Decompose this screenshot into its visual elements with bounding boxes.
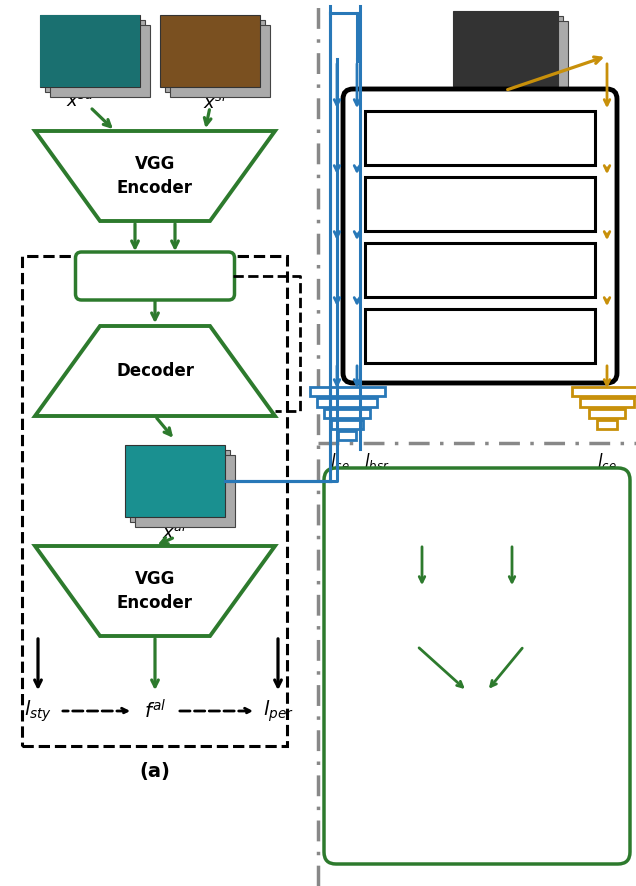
Text: $l_{ce}$: $l_{ce}$ xyxy=(330,451,350,472)
Bar xyxy=(338,431,356,439)
Text: (c): (c) xyxy=(593,476,621,494)
Bar xyxy=(365,243,595,297)
Text: Encoder: Encoder xyxy=(117,594,193,612)
Text: Decoder: Decoder xyxy=(116,362,194,380)
FancyBboxPatch shape xyxy=(343,89,617,383)
Text: $l_{ce}$: $l_{ce}$ xyxy=(597,451,617,472)
Text: $l_{per}$: $l_{per}$ xyxy=(263,698,293,724)
Text: block2: block2 xyxy=(449,195,511,213)
Text: $x^{su}$: $x^{su}$ xyxy=(66,92,94,110)
Bar xyxy=(22,256,287,746)
Bar xyxy=(324,408,370,417)
Bar xyxy=(310,386,385,395)
Bar xyxy=(130,450,230,522)
Bar xyxy=(160,15,260,87)
Bar xyxy=(40,15,140,87)
Text: $l_{sty}$: $l_{sty}$ xyxy=(24,698,52,724)
Bar xyxy=(317,398,377,407)
Text: $x^{t}$: $x^{t}$ xyxy=(501,90,520,111)
Bar xyxy=(365,309,595,363)
Bar xyxy=(457,15,562,90)
Text: $l_{bsr}$: $l_{bsr}$ xyxy=(364,451,390,472)
Text: $x^{sl}$: $x^{sl}$ xyxy=(203,92,227,113)
Text: $x^{al}$: $x^{al}$ xyxy=(162,522,188,543)
Text: block4: block4 xyxy=(449,327,511,345)
Bar xyxy=(331,419,363,429)
Text: block1: block1 xyxy=(449,129,511,147)
Bar xyxy=(589,408,625,417)
Text: $f^{su}$: $f^{su}$ xyxy=(410,517,434,535)
Text: VGG: VGG xyxy=(135,570,175,588)
Text: $f^{sl}$: $f^{sl}$ xyxy=(502,516,522,537)
Text: $f^{al}$: $f^{al}$ xyxy=(144,699,166,723)
Bar xyxy=(580,398,633,407)
Bar xyxy=(135,455,235,527)
Text: (a): (a) xyxy=(139,761,170,781)
Bar xyxy=(40,15,140,87)
Bar xyxy=(125,445,225,517)
Bar xyxy=(462,20,567,96)
Bar xyxy=(572,386,636,395)
Text: $(\mu_{f^{su}},\sigma_{f^{su}})$: $(\mu_{f^{su}},\sigma_{f^{su}})$ xyxy=(490,596,558,616)
FancyBboxPatch shape xyxy=(76,252,235,300)
Text: VGG: VGG xyxy=(135,155,175,173)
Bar xyxy=(170,25,270,97)
Text: Encoder: Encoder xyxy=(117,179,193,197)
Bar xyxy=(365,111,595,165)
FancyBboxPatch shape xyxy=(324,468,630,864)
Text: (b): (b) xyxy=(333,476,362,494)
Bar xyxy=(165,20,265,92)
Bar xyxy=(452,11,558,86)
Text: block3: block3 xyxy=(449,261,511,279)
Text: AdaIN: AdaIN xyxy=(445,829,509,849)
Bar xyxy=(365,177,595,231)
Text: AdaIN: AdaIN xyxy=(125,267,185,285)
Text: $\frac{f^{sl}-\mu_{f^{sl}}}{\sigma_{f^{sl}}}$: $\frac{f^{sl}-\mu_{f^{sl}}}{\sigma_{f^{s… xyxy=(395,595,439,627)
Bar xyxy=(45,20,145,92)
Text: $\sigma_{f^{su}}\!\left(\!\frac{f^{sl}-\mu_{f^{sl}}}{\sigma_{f^{sl}}}\!\right)\!: $\sigma_{f^{su}}\!\left(\!\frac{f^{sl}-\… xyxy=(415,695,539,727)
Bar xyxy=(597,419,617,429)
Bar xyxy=(50,25,150,97)
